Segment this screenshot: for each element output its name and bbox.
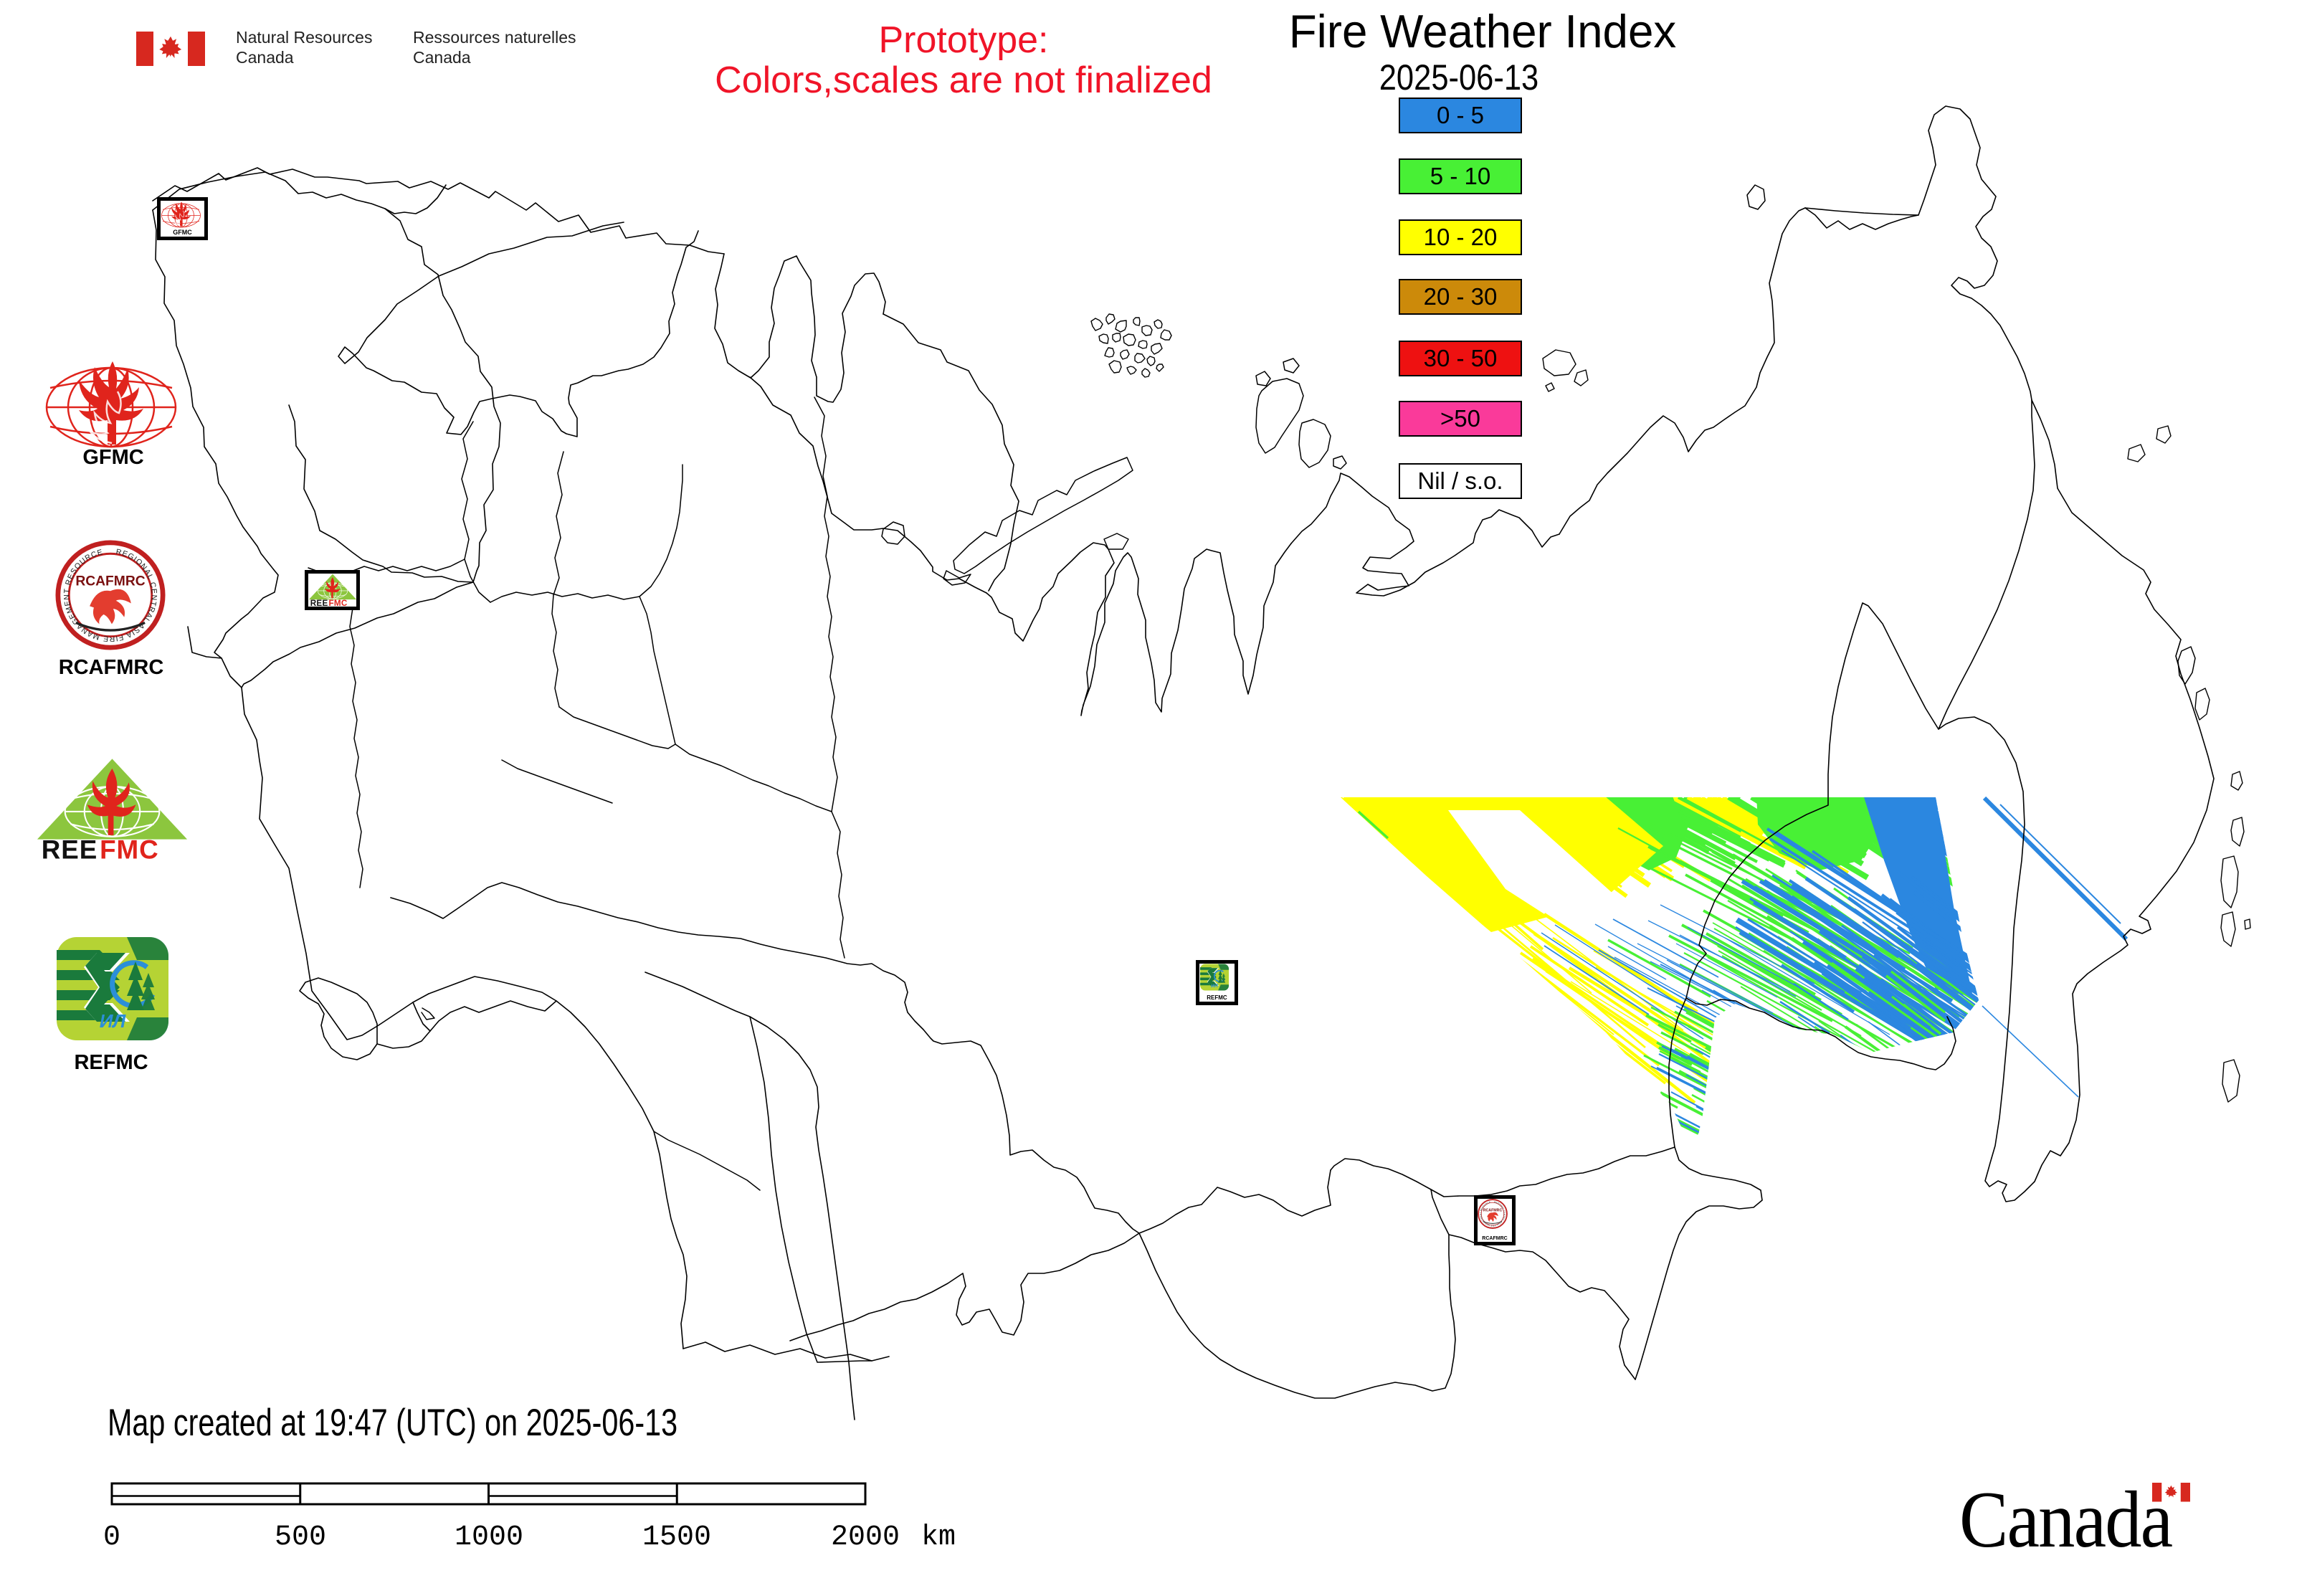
svg-text:FMC: FMC <box>100 835 159 862</box>
svg-text:ИЛ: ИЛ <box>1211 984 1218 989</box>
svg-text:RCAFMRC: RCAFMRC <box>75 574 145 589</box>
svg-text:FMC: FMC <box>328 599 347 607</box>
svg-text:ИЛ: ИЛ <box>100 1010 127 1032</box>
svg-text:REE: REE <box>310 599 328 607</box>
svg-text:RCAFMRC: RCAFMRC <box>1483 1208 1503 1212</box>
svg-text:REE: REE <box>42 835 98 862</box>
